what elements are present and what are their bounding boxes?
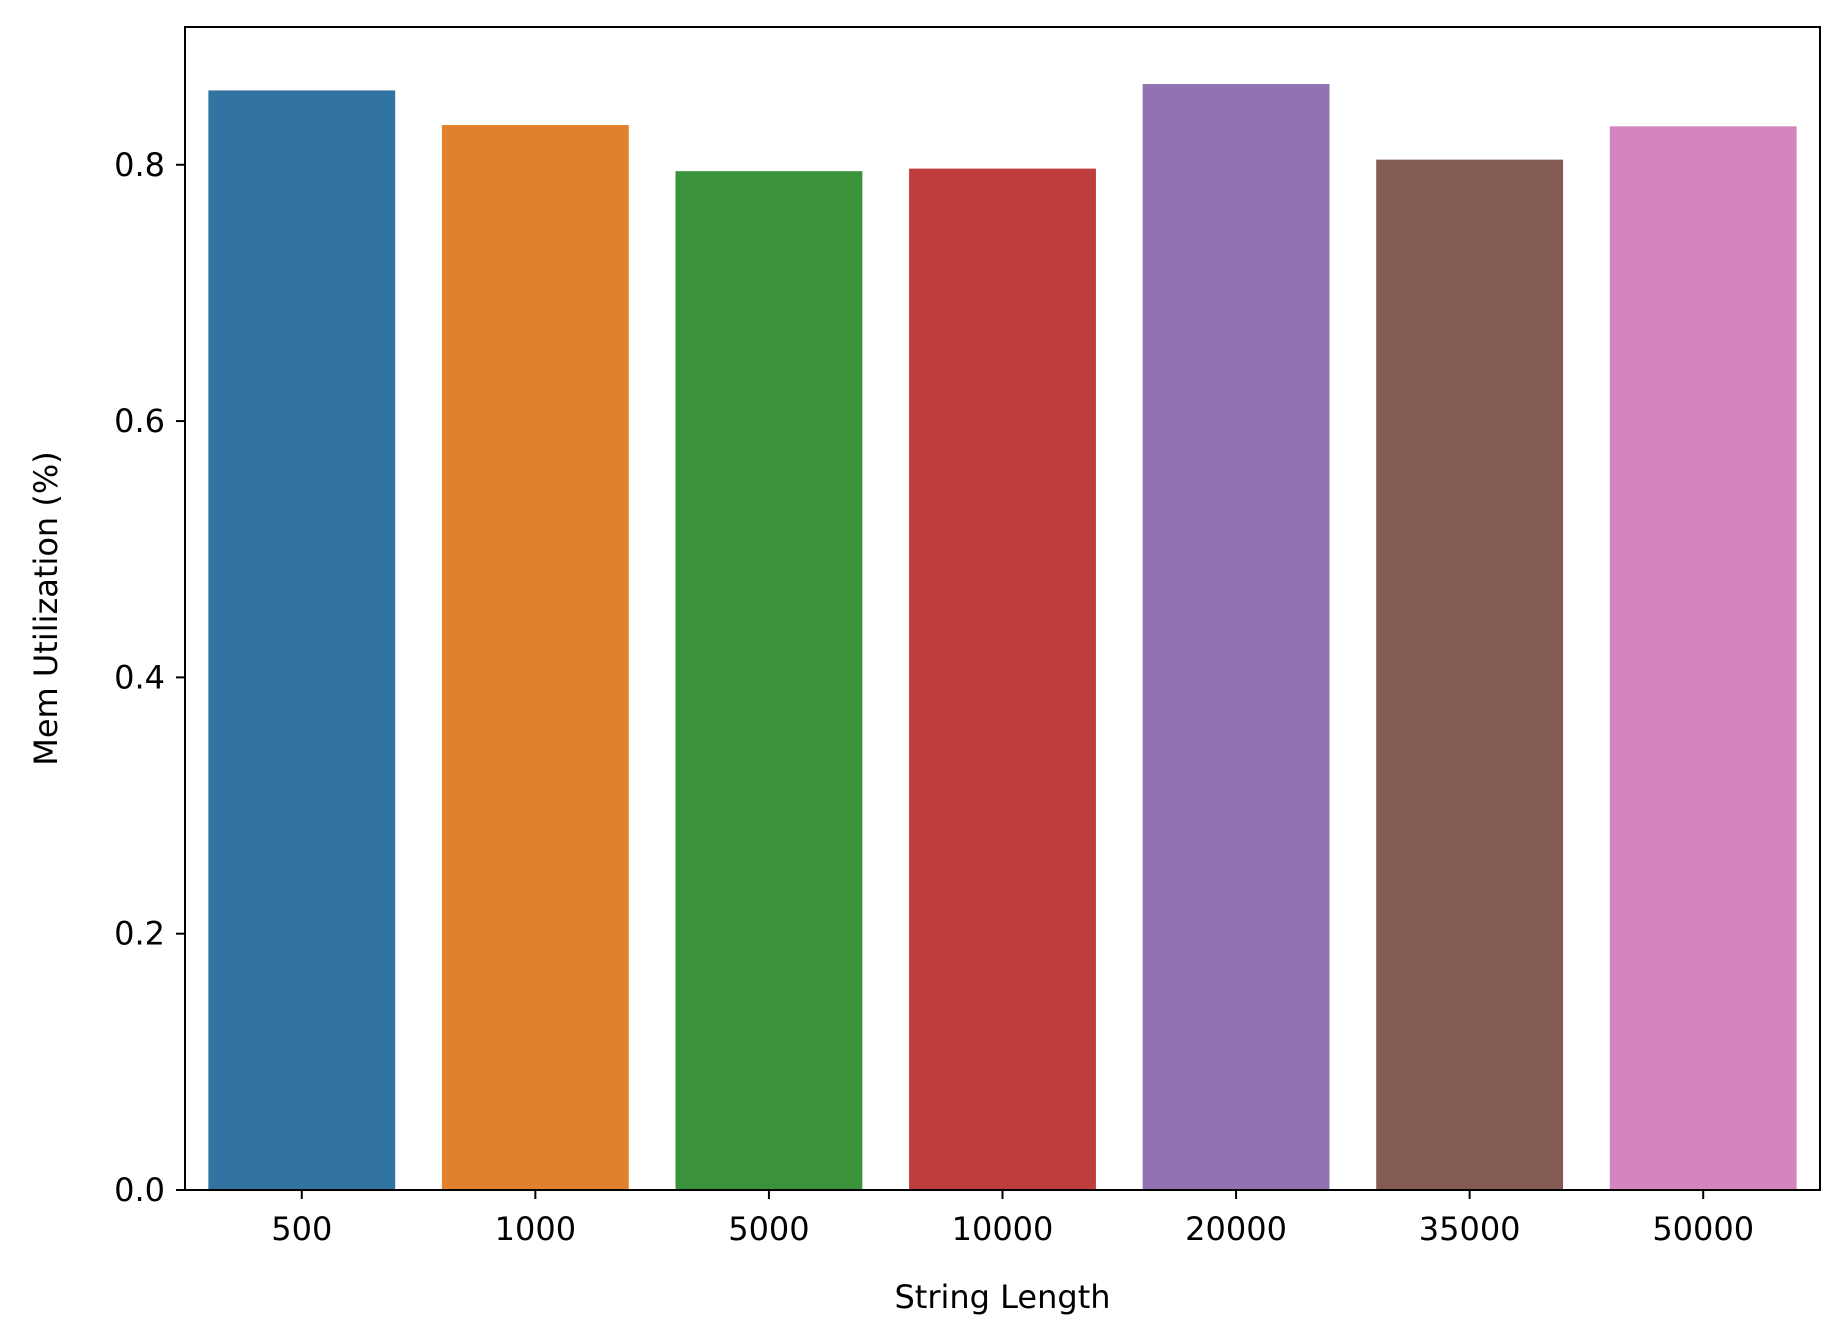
bar-20000 — [1142, 84, 1330, 1190]
y-tick-label: 0.0 — [114, 1171, 165, 1209]
bar-500 — [208, 90, 396, 1190]
x-tick-label: 1000 — [495, 1210, 576, 1248]
bar-10000 — [909, 168, 1096, 1190]
y-axis-label: Mem Utilization (%) — [27, 451, 65, 766]
x-axis-label: String Length — [894, 1278, 1110, 1316]
x-tick-label: 5000 — [728, 1210, 809, 1248]
x-tick-label: 10000 — [952, 1210, 1054, 1248]
x-ticks-group: 500 1000 5000 10000 20000 35000 50000 — [271, 1190, 1754, 1248]
x-tick-label: 35000 — [1419, 1210, 1521, 1248]
bar-5000 — [675, 171, 863, 1190]
x-tick-label: 50000 — [1652, 1210, 1754, 1248]
x-tick-label: 20000 — [1185, 1210, 1287, 1248]
bar-1000 — [441, 125, 629, 1191]
x-tick-label: 500 — [271, 1210, 332, 1248]
y-ticks-group: 0.0 0.2 0.4 0.6 0.8 — [114, 146, 185, 1209]
y-tick-label: 0.8 — [114, 146, 165, 184]
y-tick-label: 0.4 — [114, 658, 165, 696]
plot-frame — [184, 26, 1821, 1191]
bar-50000 — [1609, 126, 1797, 1190]
y-tick-label: 0.6 — [114, 402, 165, 440]
bar-35000 — [1376, 159, 1564, 1191]
bars-group — [208, 84, 1797, 1191]
y-tick-label: 0.2 — [114, 915, 165, 953]
